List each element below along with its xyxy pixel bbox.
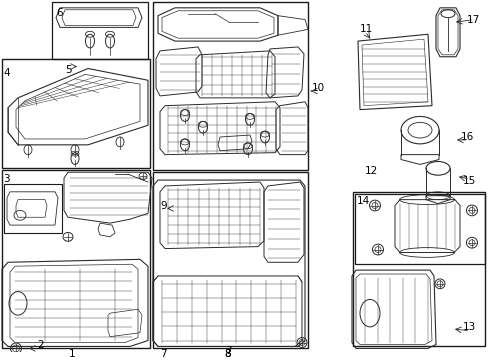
Bar [354,194,484,264]
Text: 15: 15 [462,176,475,186]
Text: 13: 13 [462,322,475,332]
Bar [4,184,62,233]
Text: 9: 9 [160,201,166,211]
Text: 5: 5 [65,64,71,75]
Text: 17: 17 [466,15,479,25]
Bar [352,192,484,346]
Text: 7: 7 [160,349,166,359]
Text: 16: 16 [460,132,473,142]
Bar [153,2,307,170]
Text: 12: 12 [364,166,378,176]
Text: 8: 8 [224,349,231,359]
Text: 14: 14 [356,196,369,206]
Text: 2: 2 [37,341,43,350]
Bar [2,170,150,348]
Text: 7: 7 [224,346,231,356]
Text: 1: 1 [68,349,75,359]
Bar [2,59,150,168]
Text: 11: 11 [359,24,372,35]
Text: 4: 4 [3,68,10,77]
Text: 8: 8 [224,349,231,359]
Text: 10: 10 [311,83,325,93]
Bar [52,2,148,59]
Text: 3: 3 [3,174,10,184]
Text: 6: 6 [56,8,62,18]
Bar [153,172,307,348]
